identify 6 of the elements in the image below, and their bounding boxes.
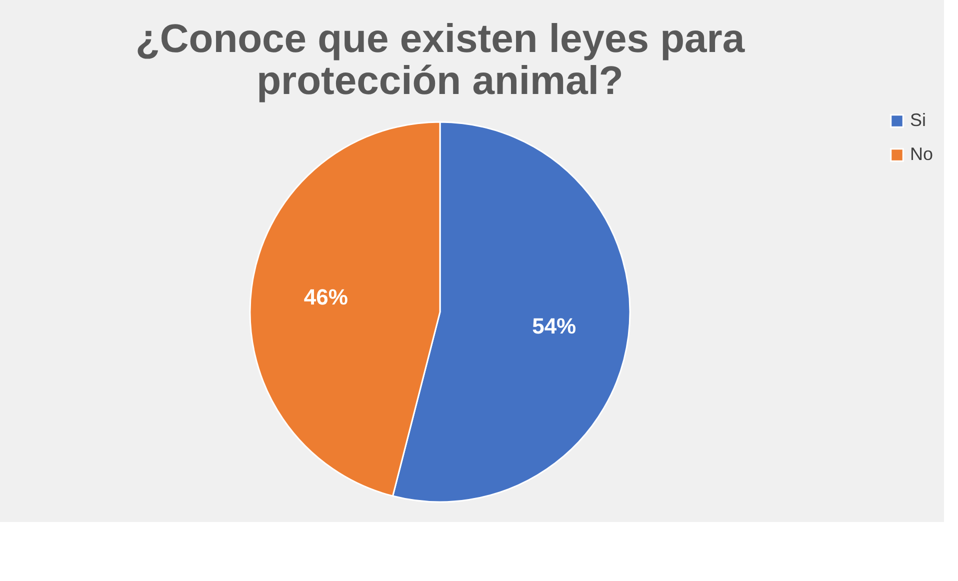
data-label: 54% (532, 313, 576, 338)
legend-label: No (910, 144, 934, 164)
text: protección animal? (256, 59, 624, 103)
data-label: 46% (304, 284, 348, 310)
text: ¿Conoce que existen leyes para (135, 17, 745, 61)
legend-label: Si (910, 110, 926, 130)
